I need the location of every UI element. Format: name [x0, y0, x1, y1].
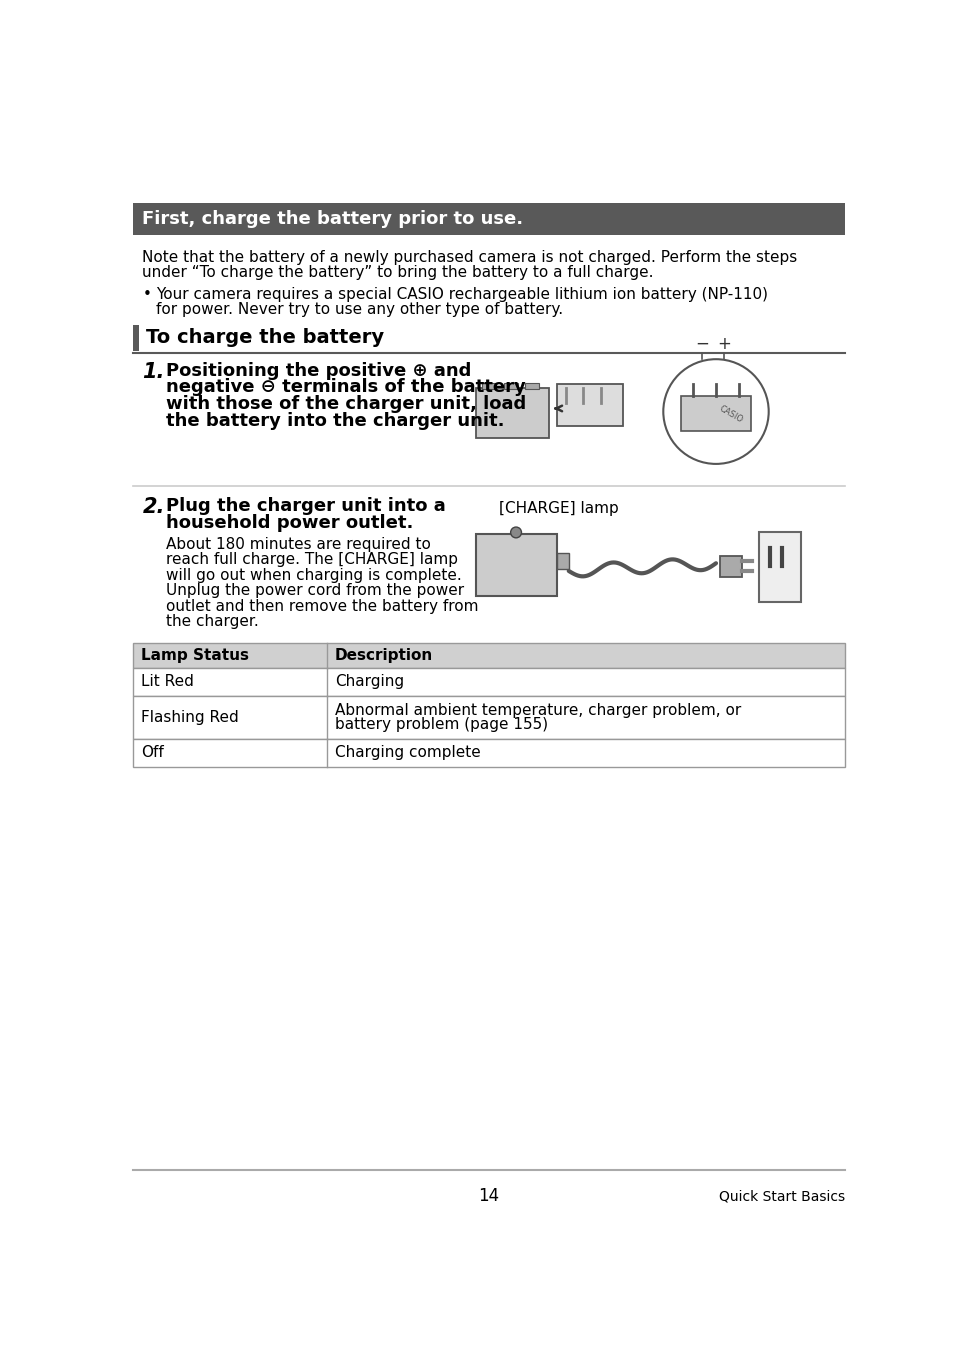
Bar: [133, 696, 843, 738]
Text: [CHARGE] lamp: [CHARGE] lamp: [498, 501, 618, 516]
Text: Unplug the power cord from the power: Unplug the power cord from the power: [166, 584, 463, 598]
Text: •: •: [142, 286, 152, 301]
Text: with those of the charger unit, load: with those of the charger unit, load: [166, 395, 525, 414]
Text: for power. Never try to use any other type of battery.: for power. Never try to use any other ty…: [156, 303, 563, 318]
Text: +: +: [716, 335, 730, 353]
Text: Charging: Charging: [335, 674, 403, 689]
Bar: [680, 396, 750, 430]
Text: To charge the battery: To charge the battery: [146, 328, 384, 347]
Text: 14: 14: [477, 1187, 499, 1205]
Bar: [503, 383, 517, 389]
Circle shape: [510, 527, 521, 537]
Text: Plug the charger unit into a: Plug the charger unit into a: [166, 497, 445, 516]
Text: outlet and then remove the battery from: outlet and then remove the battery from: [166, 598, 477, 613]
Bar: [758, 532, 801, 601]
Bar: [557, 384, 622, 426]
Bar: [476, 388, 549, 438]
Text: Charging complete: Charging complete: [335, 745, 480, 760]
Text: household power outlet.: household power outlet.: [166, 514, 413, 532]
Text: Flashing Red: Flashing Red: [141, 710, 238, 725]
Text: About 180 minutes are required to: About 180 minutes are required to: [166, 537, 430, 552]
Bar: [476, 535, 557, 596]
Text: Positioning the positive ⊕ and: Positioning the positive ⊕ and: [166, 361, 471, 380]
Text: −: −: [695, 335, 708, 353]
Bar: [133, 324, 138, 350]
Text: CASIO: CASIO: [718, 404, 744, 425]
Text: Lamp Status: Lamp Status: [141, 649, 249, 664]
Text: Lit Red: Lit Red: [141, 674, 193, 689]
Text: Your camera requires a special CASIO rechargeable lithium ion battery (NP-110): Your camera requires a special CASIO rec…: [156, 286, 768, 301]
Text: will go out when charging is complete.: will go out when charging is complete.: [166, 567, 461, 584]
Bar: [133, 204, 843, 235]
Bar: [133, 668, 843, 696]
Text: battery problem (page 155): battery problem (page 155): [335, 716, 547, 731]
Bar: [525, 383, 538, 389]
Bar: [481, 383, 496, 389]
Text: Description: Description: [335, 649, 433, 664]
Bar: [557, 554, 568, 569]
Text: Abnormal ambient temperature, charger problem, or: Abnormal ambient temperature, charger pr…: [335, 703, 740, 718]
Text: Quick Start Basics: Quick Start Basics: [718, 1189, 843, 1204]
Text: First, charge the battery prior to use.: First, charge the battery prior to use.: [142, 210, 523, 228]
Text: negative ⊖ terminals of the battery: negative ⊖ terminals of the battery: [166, 379, 525, 396]
Bar: [720, 555, 740, 577]
Text: Note that the battery of a newly purchased camera is not charged. Perform the st: Note that the battery of a newly purchas…: [142, 250, 797, 265]
Text: reach full charge. The [CHARGE] lamp: reach full charge. The [CHARGE] lamp: [166, 552, 457, 567]
Text: the charger.: the charger.: [166, 615, 258, 630]
Text: 2.: 2.: [142, 497, 165, 517]
Text: Off: Off: [141, 745, 164, 760]
Bar: [133, 643, 843, 668]
Bar: [133, 738, 843, 767]
Text: under “To charge the battery” to bring the battery to a full charge.: under “To charge the battery” to bring t…: [142, 265, 654, 281]
Text: the battery into the charger unit.: the battery into the charger unit.: [166, 413, 504, 430]
Text: 1.: 1.: [142, 361, 165, 381]
